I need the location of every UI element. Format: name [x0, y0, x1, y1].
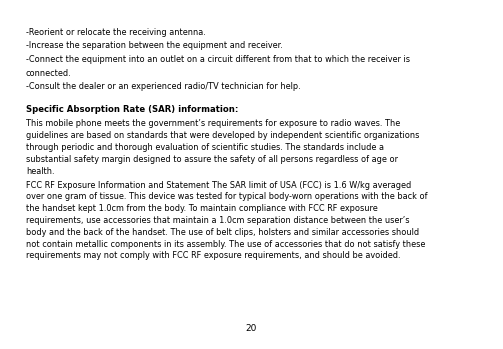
Text: -Reorient or relocate the receiving antenna.: -Reorient or relocate the receiving ante…	[26, 28, 206, 37]
Text: substantial safety margin designed to assure the safety of all persons regardles: substantial safety margin designed to as…	[26, 155, 398, 164]
Text: 20: 20	[246, 324, 257, 333]
Text: FCC RF Exposure Information and Statement The SAR limit of USA (FCC) is 1.6 W/kg: FCC RF Exposure Information and Statemen…	[26, 180, 411, 190]
Text: body and the back of the handset. The use of belt clips, holsters and similar ac: body and the back of the handset. The us…	[26, 228, 419, 237]
Text: This mobile phone meets the government’s requirements for exposure to radio wave: This mobile phone meets the government’s…	[26, 119, 400, 128]
Text: the handset kept 1.0cm from the body. To maintain compliance with FCC RF exposur: the handset kept 1.0cm from the body. To…	[26, 204, 378, 213]
Text: through periodic and thorough evaluation of scientific studies. The standards in: through periodic and thorough evaluation…	[26, 143, 384, 152]
Text: health.: health.	[26, 167, 54, 176]
Text: -Increase the separation between the equipment and receiver.: -Increase the separation between the equ…	[26, 42, 283, 51]
Text: requirements, use accessories that maintain a 1.0cm separation distance between : requirements, use accessories that maint…	[26, 216, 409, 225]
Text: -Connect the equipment into an outlet on a circuit different from that to which : -Connect the equipment into an outlet on…	[26, 55, 410, 64]
Text: requirements may not comply with FCC RF exposure requirements, and should be avo: requirements may not comply with FCC RF …	[26, 251, 400, 260]
Text: guidelines are based on standards that were developed by independent scientific : guidelines are based on standards that w…	[26, 131, 420, 140]
Text: not contain metallic components in its assembly. The use of accessories that do : not contain metallic components in its a…	[26, 239, 426, 248]
Text: over one gram of tissue. This device was tested for typical body-worn operations: over one gram of tissue. This device was…	[26, 192, 428, 201]
Text: Specific Absorption Rate (SAR) information:: Specific Absorption Rate (SAR) informati…	[26, 105, 238, 114]
Text: connected.: connected.	[26, 68, 71, 77]
Text: -Consult the dealer or an experienced radio/TV technician for help.: -Consult the dealer or an experienced ra…	[26, 82, 301, 91]
